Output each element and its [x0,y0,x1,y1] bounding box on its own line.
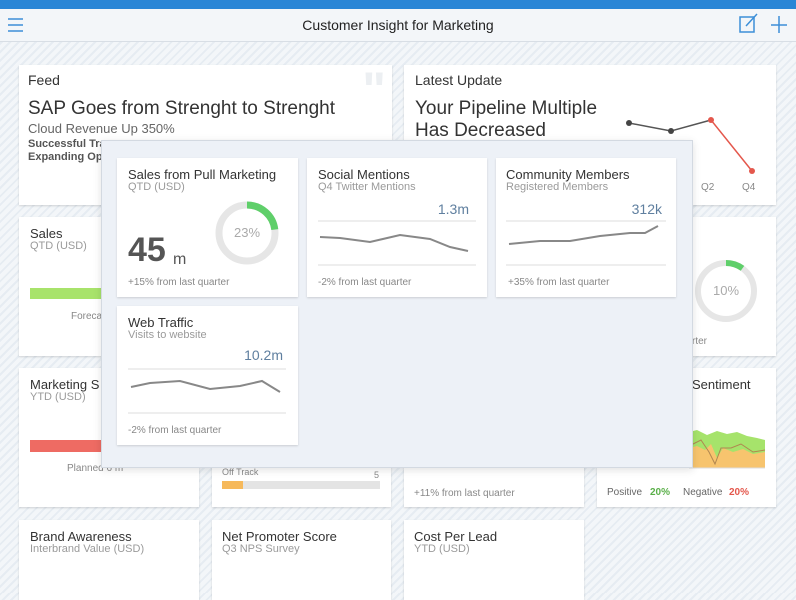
axis-label: Q2 [701,182,715,193]
card-subtitle: Interbrand Value (USD) [30,543,145,555]
nav-icons [8,13,787,33]
kpi-value: 312k [631,201,662,217]
card-footer: +11% from last quarter [414,488,515,499]
sentiment-chart [688,430,766,469]
bar-note: Foreca [71,311,103,322]
trend-point [708,117,714,123]
status-bar [0,0,796,9]
nps-card[interactable]: Net Promoter Score Q3 NPS Survey [212,520,391,600]
card-subtitle: Q3 NPS Survey [222,543,300,555]
trend-point [749,168,755,174]
kpi-value: 10.2m [244,347,283,363]
axis-label: Q4 [742,182,756,193]
subheadline: Cloud Revenue Up 350% [28,121,175,136]
sparkline [130,379,281,393]
progress-bar [222,481,243,489]
sparkline-chart [506,220,666,266]
donut-arc [695,260,757,322]
card-title: Sales from Pull Marketing [128,167,277,182]
progress-bar [30,288,110,299]
sparkline [508,225,659,245]
card-subtitle: YTD (USD) [30,391,86,403]
positive-value: 20% [650,487,671,498]
feed-line: Successful Tra [28,138,106,150]
card-title: Social Mentions [318,167,410,182]
status-label: Off Track [222,467,259,477]
card-subtitle: QTD (USD) [30,240,87,252]
nav-title: Customer Insight for Marketing [302,17,494,33]
card-title: Net Promoter Score [222,529,337,544]
kpi-value: 1.3m [437,201,469,217]
progress-track [222,481,380,489]
sparkline-chart [318,220,476,266]
card-title: Brand Awareness [30,529,132,544]
donut [215,201,279,265]
trend-point [626,120,632,126]
kpi-value: 45 [128,231,166,269]
headline: Has Decreased [415,120,546,141]
trend-point [668,128,674,134]
sparkline-chart [128,368,286,414]
donut-arc [215,201,279,265]
brand-card[interactable]: Brand Awareness Interbrand Value (USD) [19,520,199,600]
sparkline [319,233,469,252]
trend-line [710,119,753,172]
card-note: rter [692,336,707,347]
positive-label: Positive [607,487,643,498]
card-subtitle: Q4 Twitter Mentions [318,181,416,193]
kpi-card[interactable]: Sales from Pull Marketing QTD (USD) 45 m… [117,158,298,297]
cpl-card[interactable]: Cost Per Lead YTD (USD) [404,520,584,600]
card-title: Community Members [506,167,630,182]
progress-bar [30,440,110,452]
card-subtitle: YTD (USD) [414,543,470,555]
kpi-card[interactable]: Social Mentions Q4 Twitter Mentions 1.3m… [307,158,487,297]
kpi-unit: m [173,251,187,268]
card-footer: +35% from last quarter [508,277,610,288]
card-title: Cost Per Lead [414,529,498,544]
card-label: Latest Update [415,72,503,88]
card-footer: -2% from last quarter [318,277,412,288]
card-title: Web Traffic [128,315,194,330]
feed-line: Expanding Op [28,151,103,163]
card-title: Sentiment [692,377,751,392]
card-subtitle: Visits to website [128,329,207,341]
card-footer: +15% from last quarter [128,277,230,288]
donut [695,260,757,322]
kpi-card[interactable]: Web Traffic Visits to website 10.2m -2% … [117,306,298,445]
card-label: Feed [28,72,60,88]
donut-label: 10% [712,283,740,298]
status-count: 5 [374,470,380,480]
edit-icon[interactable] [745,13,758,27]
card-subtitle: Registered Members [506,181,609,193]
negative-value: 20% [729,487,750,498]
negative-label: Negative [683,487,723,498]
headline: Your Pipeline Multiple [415,98,598,119]
trend-chart [626,117,755,174]
bar-note: Planned 6 m [67,463,124,474]
card-title: Sales [30,226,63,241]
card-title: Marketing S [30,377,100,392]
card-footer: -2% from last quarter [128,425,222,436]
sentiment-line [688,439,766,466]
edit-icon[interactable] [739,16,755,33]
nav-bar: Customer Insight for Marketing [0,9,796,42]
card-subtitle: QTD (USD) [128,181,185,193]
quote-mark: " [362,62,386,118]
headline: SAP Goes from Strenght to Strenght [28,98,335,119]
donut-label: 23% [233,225,261,240]
kpi-card[interactable]: Community Members Registered Members 312… [496,158,676,297]
